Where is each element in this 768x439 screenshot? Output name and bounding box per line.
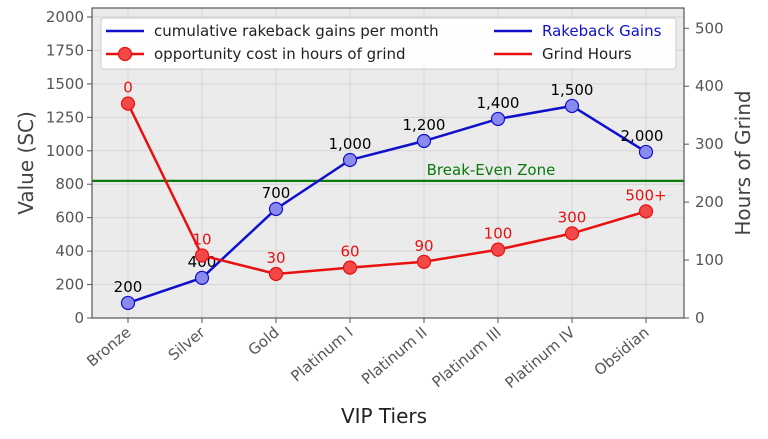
legend: cumulative rakeback gains per month oppor…	[100, 17, 677, 70]
data-label: 0	[123, 79, 133, 97]
y-right-tick-label: 100	[695, 251, 724, 269]
data-point	[416, 254, 432, 269]
data-point	[638, 204, 654, 219]
legend-entry: Grind Hours	[542, 45, 632, 63]
legend-box	[100, 17, 677, 70]
y-left-tick-label: 200	[55, 276, 84, 294]
series-line-0	[127, 104, 647, 305]
data-point	[564, 98, 580, 114]
break-even-label: Break-Even Zone	[427, 161, 556, 179]
y-left-tick-label: 1500	[46, 75, 84, 93]
series-group: 2004007001,0001,2001,4001,5002,000010306…	[114, 79, 667, 311]
x-tick-label: Gold	[245, 323, 283, 359]
x-tick-label: Platinum II	[358, 323, 431, 388]
legend-entry: opportunity cost in hours of grind	[154, 45, 406, 63]
legend-entry: cumulative rakeback gains per month	[154, 22, 439, 40]
data-label: 90	[414, 237, 433, 255]
y-left-tick-label: 1000	[46, 142, 84, 160]
x-tick-label: Platinum IV	[501, 323, 579, 392]
y-right-tick-label: 200	[695, 193, 724, 211]
break-even-line-group: Break-Even Zone	[92, 161, 684, 182]
data-label: 60	[340, 243, 359, 261]
y-left-tick-label: 0	[74, 309, 84, 327]
data-label: 200	[114, 278, 143, 296]
y-left-tick-label: 600	[55, 209, 84, 227]
data-label: 1,500	[551, 81, 594, 99]
data-point	[194, 270, 210, 285]
y-right-tick-label: 300	[695, 135, 724, 153]
y-axis-right-label: Hours of Grind	[731, 90, 755, 235]
data-point	[490, 111, 506, 127]
x-tick-label: Bronze	[83, 323, 134, 370]
y-left-tick-label: 2000	[46, 8, 84, 26]
y-left-tick-label: 400	[55, 242, 84, 260]
data-label: 300	[558, 208, 587, 226]
data-point	[268, 201, 284, 217]
x-tick-label: Platinum I	[287, 323, 356, 385]
data-label: 1,400	[477, 94, 520, 112]
data-label: 1,200	[403, 116, 446, 134]
y-right-tick-label: 400	[695, 77, 724, 95]
data-label: 100	[484, 225, 513, 243]
y-left-tick-label: 800	[55, 175, 84, 193]
y-right-tick-label: 500	[695, 19, 724, 37]
data-point	[490, 242, 506, 257]
data-point	[120, 295, 136, 311]
data-point	[564, 226, 580, 241]
data-point	[120, 96, 136, 111]
y-right-tick-label: 0	[695, 309, 705, 327]
data-point	[342, 260, 358, 275]
data-point	[194, 248, 210, 263]
data-label: 1,000	[329, 135, 372, 153]
x-tick-label: Obsidian	[591, 323, 653, 379]
data-label: 10	[192, 230, 211, 248]
y-axis-left-label: Value (SC)	[14, 111, 38, 215]
data-label: 500+	[625, 186, 666, 204]
plot-frame	[91, 7, 685, 319]
x-tick-label: Platinum III	[429, 323, 505, 391]
data-label: 700	[262, 184, 291, 202]
data-point	[638, 144, 654, 160]
legend-entry: Rakeback Gains	[542, 22, 662, 40]
data-label: 2,000	[621, 127, 664, 145]
data-point	[416, 133, 432, 149]
x-tick-label: Silver	[165, 323, 209, 364]
series-line-1	[126, 103, 647, 276]
x-axis-label: VIP Tiers	[341, 404, 427, 428]
y-left-tick-label: 1250	[46, 108, 84, 126]
y-left-tick-label: 1750	[46, 41, 84, 59]
data-point	[268, 266, 284, 282]
data-label: 30	[266, 249, 285, 267]
data-point	[342, 152, 358, 168]
legend-marker	[117, 46, 133, 62]
